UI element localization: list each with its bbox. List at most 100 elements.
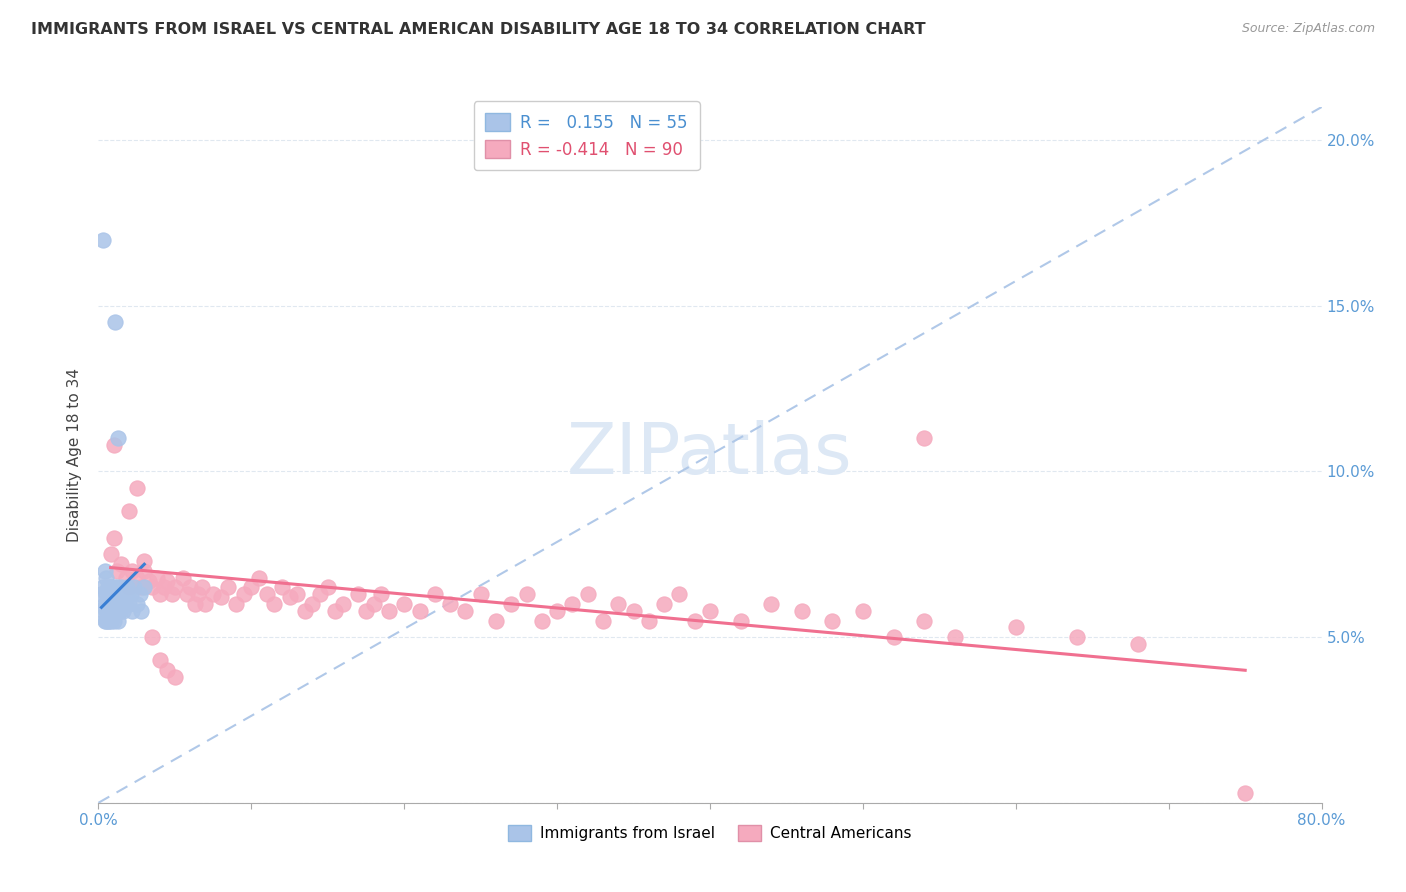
Point [91, 233, 114, 247]
Point [110, 581, 132, 595]
Point [153, 581, 176, 595]
Point [93, 614, 115, 628]
Point [370, 587, 392, 601]
Point [115, 570, 138, 584]
Point [129, 581, 152, 595]
Point [683, 614, 706, 628]
Point [176, 587, 198, 601]
Point [637, 614, 661, 628]
Point [118, 597, 141, 611]
Point [103, 438, 125, 452]
Point [454, 604, 477, 618]
Point [309, 587, 332, 601]
Point [115, 587, 138, 601]
Text: Source: ZipAtlas.com: Source: ZipAtlas.com [1241, 22, 1375, 36]
Point [103, 597, 125, 611]
Point [270, 581, 292, 595]
Point [363, 597, 385, 611]
Point [103, 604, 125, 618]
Point [145, 570, 167, 584]
Point [1234, 786, 1257, 800]
Point [103, 581, 125, 595]
Point [149, 587, 172, 601]
Point [163, 670, 186, 684]
Point [332, 597, 354, 611]
Point [100, 547, 122, 561]
Point [97, 597, 120, 611]
Point [141, 630, 163, 644]
Point [191, 581, 214, 595]
Point [105, 604, 128, 618]
Point [883, 630, 905, 644]
Point [163, 581, 186, 595]
Point [285, 587, 308, 601]
Point [263, 597, 285, 611]
Point [97, 604, 120, 618]
Point [125, 570, 148, 584]
Point [94, 604, 117, 618]
Text: IMMIGRANTS FROM ISRAEL VS CENTRAL AMERICAN DISABILITY AGE 18 TO 34 CORRELATION C: IMMIGRANTS FROM ISRAEL VS CENTRAL AMERIC… [31, 22, 925, 37]
Point [240, 581, 263, 595]
Legend: Immigrants from Israel, Central Americans: Immigrants from Israel, Central American… [502, 819, 918, 847]
Point [104, 315, 127, 329]
Point [1128, 637, 1150, 651]
Point [759, 597, 782, 611]
Point [97, 581, 120, 595]
Point [105, 564, 128, 578]
Point [121, 564, 143, 578]
Point [576, 587, 599, 601]
Point [91, 604, 114, 618]
Point [316, 581, 339, 595]
Point [98, 614, 121, 628]
Point [790, 604, 813, 618]
Point [821, 614, 844, 628]
Point [93, 564, 115, 578]
Point [108, 604, 131, 618]
Point [247, 570, 270, 584]
Point [118, 581, 141, 595]
Point [103, 531, 125, 545]
Point [730, 614, 752, 628]
Point [110, 597, 132, 611]
Point [187, 587, 209, 601]
Point [104, 587, 127, 601]
Point [103, 614, 125, 628]
Point [232, 587, 254, 601]
Point [101, 587, 124, 601]
Point [912, 431, 935, 445]
Point [184, 597, 207, 611]
Point [652, 597, 675, 611]
Point [98, 587, 121, 601]
Point [179, 581, 201, 595]
Point [623, 604, 645, 618]
Point [134, 554, 156, 568]
Point [516, 587, 538, 601]
Point [470, 587, 492, 601]
Point [90, 587, 112, 601]
Point [217, 581, 239, 595]
Point [1066, 630, 1088, 644]
Point [141, 581, 163, 595]
Point [107, 614, 129, 628]
Point [501, 597, 523, 611]
Point [107, 431, 129, 445]
Point [668, 587, 690, 601]
Point [943, 630, 966, 644]
Point [160, 587, 183, 601]
Point [546, 604, 568, 618]
Point [1004, 620, 1026, 634]
Point [94, 587, 117, 601]
Point [592, 614, 614, 628]
Point [125, 597, 148, 611]
Point [94, 614, 117, 628]
Point [104, 597, 127, 611]
Point [98, 597, 121, 611]
Point [118, 504, 141, 518]
Point [172, 570, 194, 584]
Point [121, 604, 143, 618]
Point [439, 597, 461, 611]
Point [347, 587, 370, 601]
Point [294, 604, 316, 618]
Point [94, 597, 117, 611]
Point [94, 570, 117, 584]
